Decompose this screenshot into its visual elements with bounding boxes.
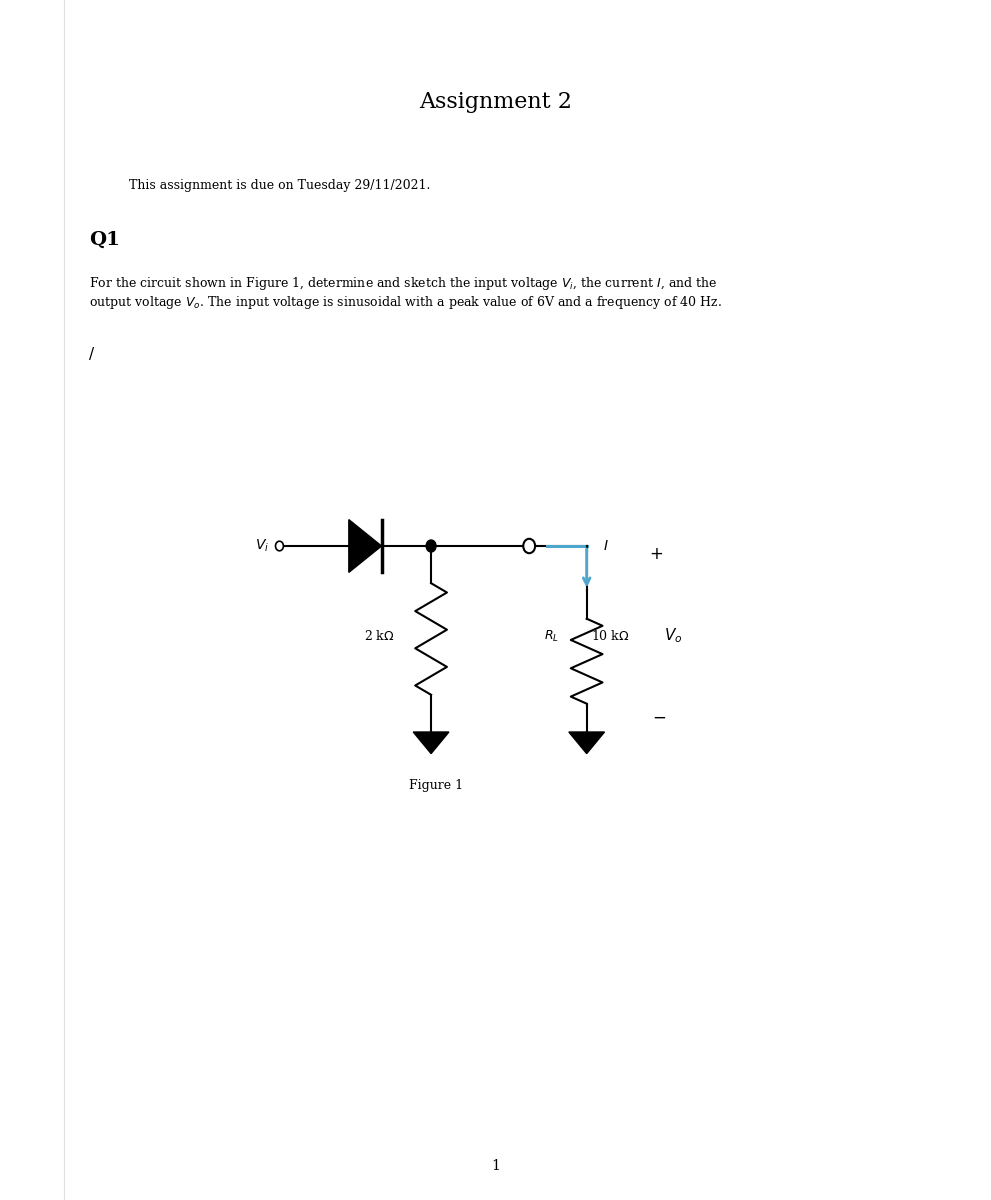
Text: Q1: Q1: [89, 230, 120, 248]
Text: /: /: [89, 347, 94, 361]
Text: Figure 1: Figure 1: [409, 780, 463, 792]
Polygon shape: [413, 732, 449, 754]
Text: $I$: $I$: [603, 539, 608, 553]
Text: Assignment 2: Assignment 2: [419, 91, 572, 113]
Text: $+$: $+$: [649, 546, 663, 563]
Text: output voltage $V_o$. The input voltage is sinusoidal with a peak value of 6V an: output voltage $V_o$. The input voltage …: [89, 294, 722, 311]
Text: 1: 1: [492, 1159, 499, 1174]
Polygon shape: [569, 732, 605, 754]
Text: $R_L$: $R_L$: [544, 629, 559, 643]
Text: $-$: $-$: [652, 709, 666, 726]
Text: $V_i$: $V_i$: [256, 538, 270, 554]
Text: For the circuit shown in Figure 1, determine and sketch the input voltage $V_i$,: For the circuit shown in Figure 1, deter…: [89, 275, 717, 292]
Text: 10 k$\Omega$: 10 k$\Omega$: [591, 629, 629, 643]
Polygon shape: [349, 520, 382, 572]
Text: $V_o$: $V_o$: [664, 626, 683, 646]
Circle shape: [426, 540, 436, 552]
Text: This assignment is due on Tuesday 29/11/2021.: This assignment is due on Tuesday 29/11/…: [129, 180, 430, 192]
Text: 2 k$\Omega$: 2 k$\Omega$: [365, 629, 394, 643]
